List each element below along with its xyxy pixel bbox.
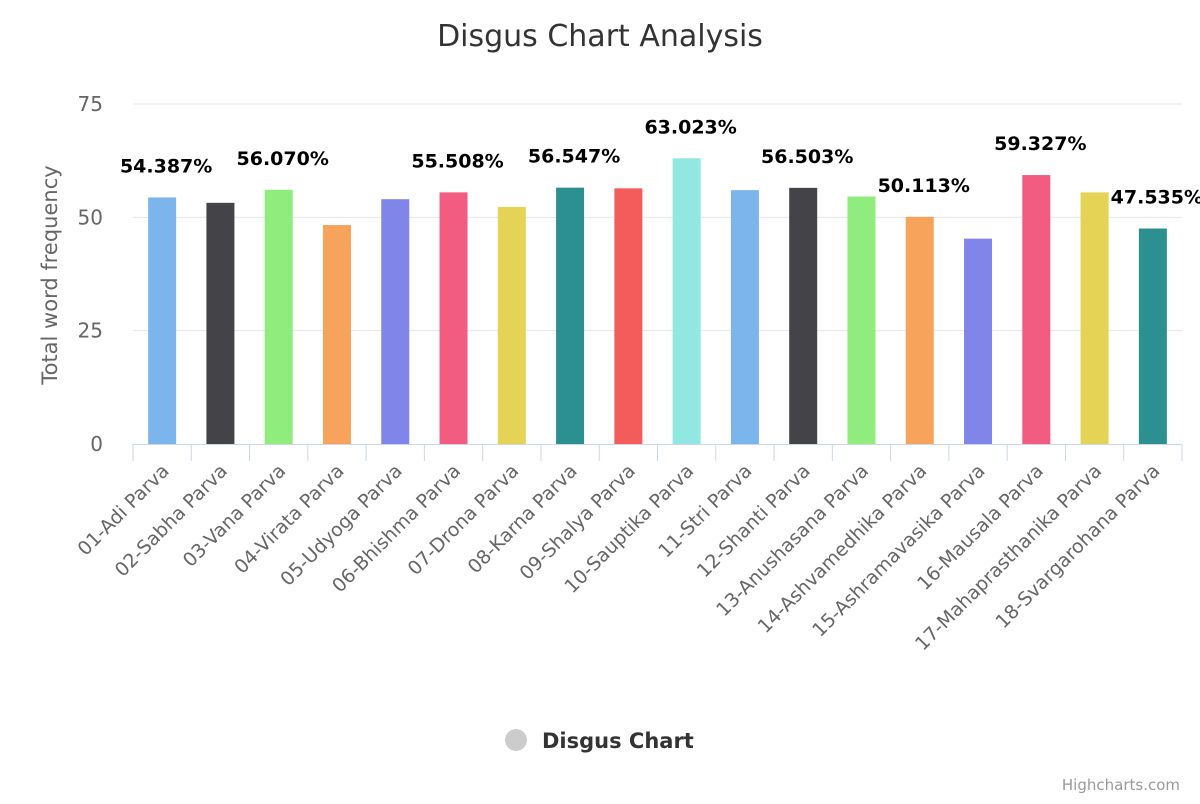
bar bbox=[672, 158, 701, 445]
data-label: 56.070% bbox=[237, 148, 329, 170]
bar bbox=[556, 187, 585, 444]
data-label: 59.327% bbox=[994, 133, 1086, 155]
y-tick-label: 50 bbox=[78, 205, 103, 229]
legend[interactable]: Disgus Chart bbox=[505, 729, 694, 753]
bar bbox=[439, 192, 468, 444]
chart-title: Disgus Chart Analysis bbox=[437, 19, 763, 54]
data-label: 54.387% bbox=[120, 155, 212, 177]
data-label: 56.503% bbox=[761, 146, 853, 168]
legend-symbol[interactable] bbox=[505, 729, 527, 751]
bar bbox=[322, 225, 351, 444]
bar bbox=[148, 197, 177, 444]
bar bbox=[730, 190, 759, 444]
y-tick-label: 0 bbox=[90, 432, 103, 456]
y-tick-label: 25 bbox=[78, 319, 103, 343]
y-axis-ticks: 0 25 50 75 bbox=[78, 92, 103, 456]
y-tick-label: 75 bbox=[78, 92, 103, 116]
bar bbox=[905, 216, 934, 444]
x-tick-label: 08-Karna Parva bbox=[464, 460, 582, 578]
bar bbox=[497, 206, 526, 444]
data-label: 63.023% bbox=[644, 116, 736, 138]
bar bbox=[381, 199, 410, 444]
x-tick-label: 03-Vana Parva bbox=[179, 460, 291, 572]
bar bbox=[789, 187, 818, 444]
bar bbox=[1080, 192, 1109, 444]
data-labels: 54.387% 56.070% 55.508% 56.547% 63.023% 56.50… bbox=[118, 115, 1200, 210]
bar bbox=[964, 238, 993, 444]
bar bbox=[1022, 175, 1051, 444]
bar bbox=[1138, 228, 1167, 444]
data-label: 55.508% bbox=[411, 150, 503, 172]
y-axis-label: Total word frequency bbox=[38, 165, 62, 385]
data-label: 50.113% bbox=[878, 175, 970, 197]
bar bbox=[206, 202, 235, 444]
bar bbox=[614, 188, 643, 444]
data-label: 47.535% bbox=[1111, 187, 1200, 209]
credits-link[interactable]: Highcharts.com bbox=[1062, 776, 1180, 794]
bar bbox=[264, 189, 293, 444]
bar bbox=[847, 196, 876, 444]
bars bbox=[148, 158, 1167, 445]
data-label: 56.547% bbox=[528, 146, 620, 168]
grid-lines bbox=[133, 103, 1182, 332]
legend-item-label[interactable]: Disgus Chart bbox=[542, 729, 694, 753]
